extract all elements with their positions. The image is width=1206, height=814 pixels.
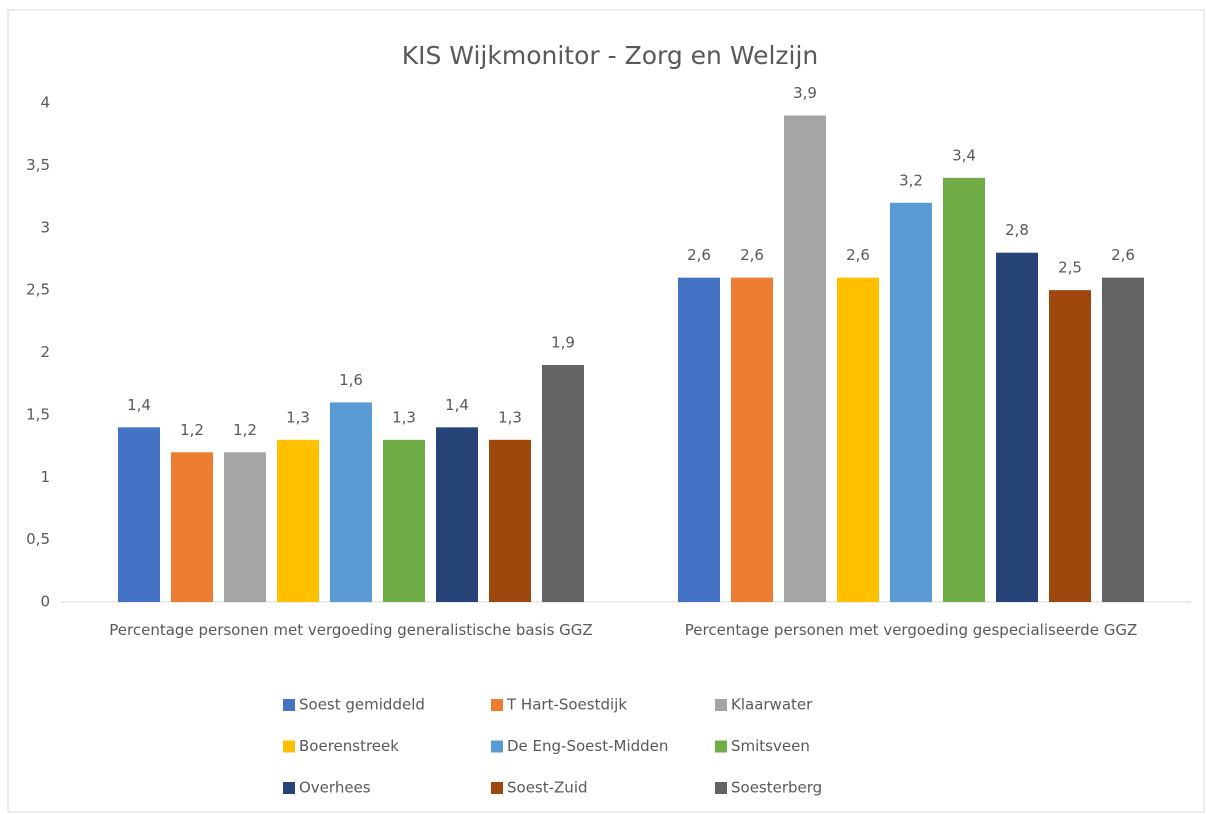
bar bbox=[383, 439, 425, 602]
data-label: 3,4 bbox=[952, 146, 976, 164]
legend-swatch bbox=[283, 740, 295, 753]
bar bbox=[890, 202, 932, 603]
y-tick-label: 2 bbox=[40, 343, 50, 361]
data-label: 1,6 bbox=[339, 371, 363, 389]
data-label: 1,2 bbox=[180, 421, 204, 439]
legend-label: Overhees bbox=[299, 779, 371, 797]
bar bbox=[784, 115, 826, 602]
bar bbox=[1049, 290, 1091, 602]
data-label: 2,6 bbox=[687, 246, 711, 264]
data-label: 1,4 bbox=[445, 396, 469, 414]
bar bbox=[678, 277, 720, 602]
data-label: 2,5 bbox=[1058, 259, 1082, 277]
legend-swatch bbox=[491, 740, 503, 753]
bar bbox=[277, 439, 319, 602]
y-tick-label: 3 bbox=[40, 218, 50, 236]
x-tick-label: Percentage personen met vergoeding gener… bbox=[109, 621, 592, 639]
data-label: 2,6 bbox=[846, 246, 870, 264]
y-tick-label: 2,5 bbox=[26, 281, 50, 299]
data-label: 1,3 bbox=[286, 408, 310, 426]
legend-label: De Eng-Soest-Midden bbox=[507, 737, 668, 755]
x-tick-label: Percentage personen met vergoeding gespe… bbox=[685, 621, 1137, 639]
data-label: 1,4 bbox=[127, 396, 151, 414]
data-label: 1,3 bbox=[392, 408, 416, 426]
legend-label: Boerenstreek bbox=[299, 737, 399, 755]
legend-swatch bbox=[715, 699, 727, 711]
legend-label: Soest-Zuid bbox=[507, 779, 588, 797]
bar bbox=[436, 427, 478, 602]
y-tick-label: 4 bbox=[40, 94, 50, 112]
data-label: 1,9 bbox=[551, 333, 575, 351]
y-tick-label: 1 bbox=[40, 468, 50, 486]
bar bbox=[731, 277, 773, 602]
data-label: 2,8 bbox=[1005, 221, 1029, 239]
bar bbox=[837, 277, 879, 602]
bar bbox=[943, 177, 985, 602]
bar bbox=[489, 439, 531, 602]
data-label: 2,6 bbox=[740, 246, 764, 264]
bar bbox=[330, 402, 372, 602]
legend-swatch bbox=[491, 782, 503, 794]
y-tick-label: 0,5 bbox=[26, 530, 50, 548]
legend-label: Klaarwater bbox=[731, 696, 813, 714]
data-label: 3,9 bbox=[793, 84, 817, 102]
legend-swatch bbox=[491, 699, 503, 711]
legend-label: Smitsveen bbox=[731, 737, 810, 755]
legend-swatch bbox=[715, 740, 727, 753]
legend-swatch bbox=[715, 782, 727, 794]
bar bbox=[171, 452, 213, 602]
chart-title: KIS Wijkmonitor - Zorg en Welzijn bbox=[402, 41, 819, 70]
legend-swatch bbox=[283, 782, 295, 794]
bar bbox=[118, 427, 160, 602]
bar bbox=[542, 364, 584, 602]
y-tick-label: 1,5 bbox=[26, 405, 50, 423]
bar bbox=[224, 452, 266, 602]
data-label: 2,6 bbox=[1111, 246, 1135, 264]
legend-label: Soesterberg bbox=[731, 779, 822, 797]
y-tick-label: 0 bbox=[40, 593, 50, 611]
legend-label: T Hart-Soestdijk bbox=[506, 696, 627, 714]
data-label: 1,2 bbox=[233, 421, 257, 439]
data-label: 1,3 bbox=[498, 408, 522, 426]
y-tick-label: 3,5 bbox=[26, 156, 50, 174]
bar bbox=[1102, 277, 1144, 602]
bar bbox=[996, 252, 1038, 602]
data-label: 3,2 bbox=[899, 171, 923, 189]
legend-swatch bbox=[283, 699, 295, 711]
legend-label: Soest gemiddeld bbox=[299, 696, 425, 714]
